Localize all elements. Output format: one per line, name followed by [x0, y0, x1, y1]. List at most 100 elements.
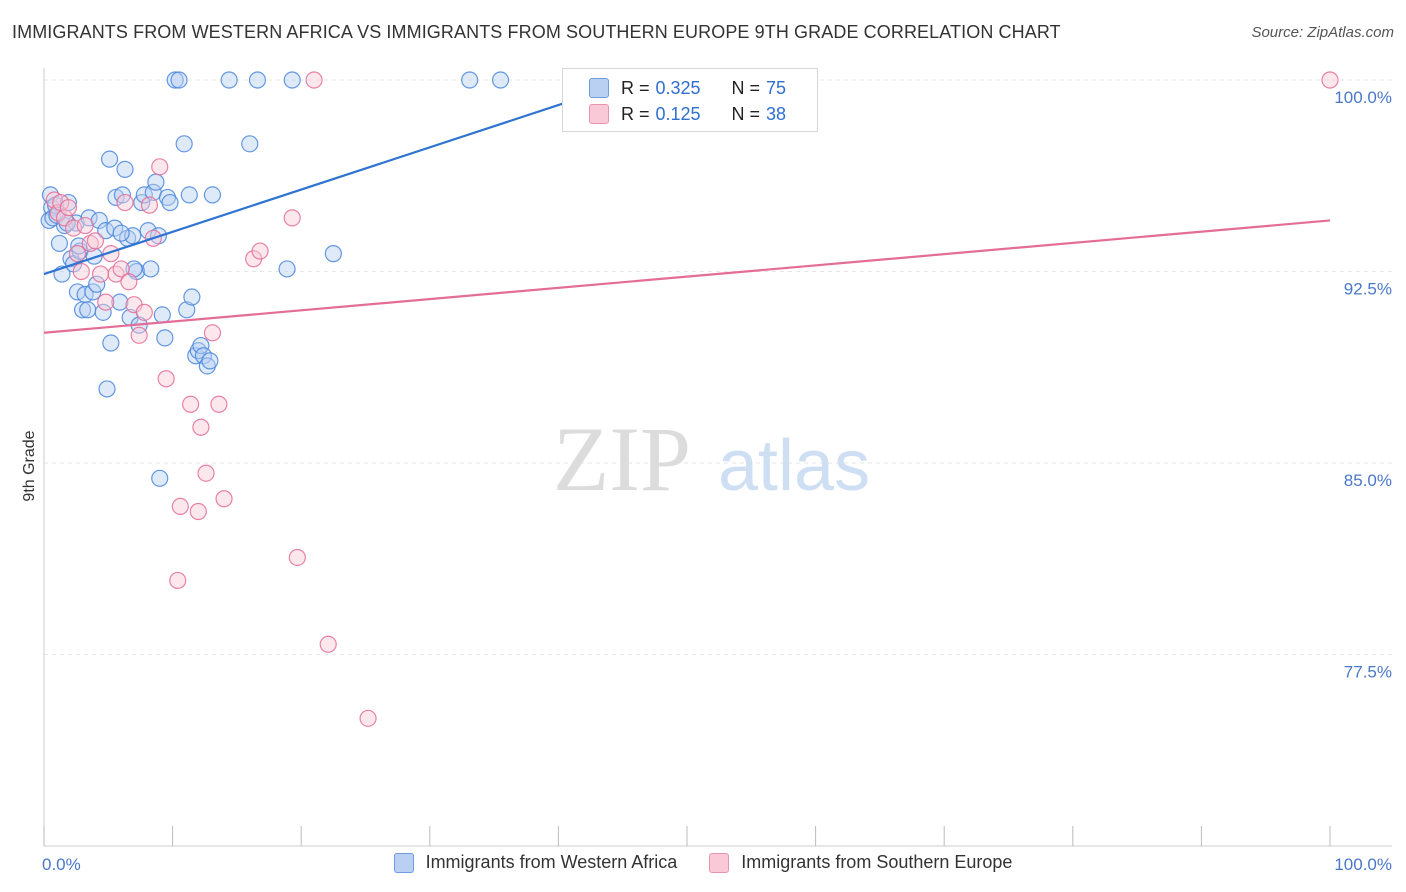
data-point: [210, 395, 228, 413]
data-point: [68, 245, 87, 263]
data-point: [147, 173, 165, 191]
data-point: [86, 232, 105, 250]
data-point: [112, 224, 130, 242]
x-tick-label-max: 100.0%: [1334, 855, 1392, 874]
legend-n-value: 38: [766, 103, 787, 124]
legend-n-value: 75: [766, 77, 787, 98]
legend-row-western-africa: R = 0.325 N = 75: [589, 76, 786, 100]
data-point: [283, 209, 301, 227]
legend-r-label: R =: [621, 103, 650, 124]
legend-swatch-pink: [589, 104, 609, 124]
data-point: [135, 303, 153, 321]
data-point: [203, 324, 222, 342]
y-tick-label: 85.0%: [1344, 471, 1392, 490]
data-point: [156, 329, 174, 347]
data-point: [461, 71, 479, 89]
data-point: [175, 135, 193, 153]
data-point: [491, 71, 510, 89]
legend-r-label: R =: [621, 77, 650, 98]
legend-item-western-africa: Immigrants from Western Africa: [393, 852, 678, 873]
data-point: [120, 273, 138, 291]
grid-lines: [44, 79, 1392, 655]
series-legend: Immigrants from Western Africa Immigrant…: [0, 852, 1406, 873]
data-point: [107, 265, 125, 283]
data-point: [151, 469, 169, 487]
legend-item-southern-europe: Immigrants from Southern Europe: [709, 852, 1012, 873]
data-point: [100, 150, 119, 168]
data-point: [324, 245, 342, 263]
axes: [43, 68, 1392, 847]
legend-swatch-pink: [709, 852, 730, 873]
data-point: [178, 301, 196, 319]
trend-lines: [43, 101, 1331, 334]
data-point: [288, 548, 306, 567]
data-point: [76, 216, 94, 235]
legend-row-southern-europe: R = 0.125 N = 38: [589, 102, 786, 126]
data-point: [215, 490, 233, 508]
data-point: [153, 306, 171, 324]
chart-title: IMMIGRANTS FROM WESTERN AFRICA VS IMMIGR…: [12, 22, 1061, 42]
data-point: [116, 160, 134, 178]
data-point: [278, 260, 296, 278]
legend-swatch-blue: [589, 78, 609, 98]
data-point: [189, 502, 207, 521]
trend-line-southern-europe: [43, 219, 1331, 334]
data-point: [142, 260, 160, 278]
data-point: [59, 199, 78, 217]
data-point: [116, 193, 134, 212]
data-point: [111, 293, 129, 311]
data-point: [248, 71, 267, 89]
data-point: [192, 418, 210, 436]
y-tick-label: 77.5%: [1344, 663, 1392, 682]
data-point: [166, 71, 184, 89]
data-point: [125, 260, 143, 278]
data-point: [201, 352, 219, 370]
source-label: Source: ZipAtlas.com: [1251, 24, 1394, 41]
data-point: [170, 71, 188, 89]
x-tick-label-min: 0.0%: [42, 855, 81, 874]
data-point: [183, 288, 201, 306]
data-point: [88, 275, 106, 293]
legend-swatch-blue: [393, 852, 414, 873]
data-point: [319, 635, 337, 653]
data-point: [91, 265, 110, 283]
y-axis-label: 9th Grade: [21, 430, 38, 501]
data-point: [161, 193, 179, 212]
watermark-atlas: atlas: [718, 426, 870, 506]
data-point: [140, 196, 159, 214]
data-point: [112, 260, 130, 278]
y-tick-label: 100.0%: [1334, 88, 1392, 107]
data-point: [98, 380, 116, 398]
data-point: [151, 158, 169, 176]
data-point: [283, 71, 301, 89]
legend-label-western-africa: Immigrants from Western Africa: [425, 852, 678, 872]
data-point: [203, 186, 222, 204]
y-tick-label: 92.5%: [1344, 280, 1392, 299]
data-point: [182, 395, 200, 413]
legend-n-label: N =: [731, 77, 761, 98]
data-point: [157, 370, 175, 388]
stats-legend: R = 0.325 N = 75 R = 0.125 N = 38: [562, 68, 818, 132]
data-point: [72, 262, 90, 281]
data-point: [241, 135, 259, 153]
data-point: [220, 71, 238, 89]
data-point: [97, 293, 115, 311]
data-point: [94, 303, 112, 321]
data-point: [1321, 71, 1339, 89]
data-point: [50, 234, 69, 253]
data-point: [169, 571, 187, 590]
watermark: ZIP atlas: [553, 408, 870, 510]
series-southern-europe: [45, 71, 1339, 727]
data-point: [102, 334, 120, 352]
data-point: [305, 71, 323, 89]
data-point: [192, 336, 210, 355]
y-tick-labels: 77.5% 85.0% 92.5% 100.0%: [1334, 88, 1392, 682]
x-tick-labels: 0.0% 100.0%: [42, 855, 1392, 874]
data-point: [171, 497, 189, 516]
data-point: [359, 709, 377, 727]
trend-line-western-africa: [43, 101, 566, 276]
data-point: [130, 326, 148, 344]
legend-r-value: 0.325: [655, 77, 701, 98]
data-point: [251, 242, 269, 260]
